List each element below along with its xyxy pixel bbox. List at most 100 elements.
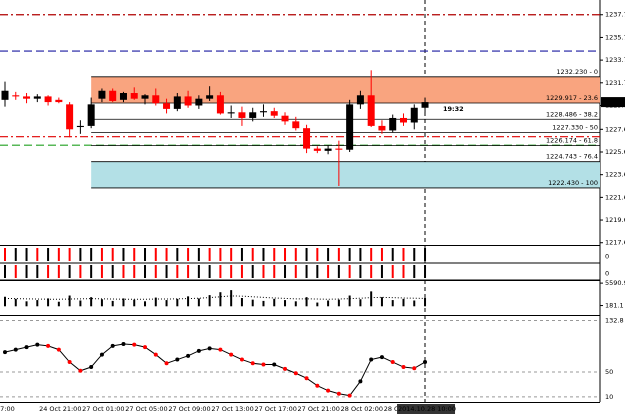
signal-bar — [348, 265, 351, 278]
signal-bar — [57, 265, 60, 278]
signal-bar — [197, 248, 200, 261]
signal-bar — [230, 265, 233, 278]
signal-bar — [68, 265, 71, 278]
x-tick-label: 17:00 — [0, 405, 15, 413]
signal-bar — [305, 248, 308, 261]
histogram-bar — [316, 302, 319, 307]
candle-body — [173, 96, 181, 109]
x-tick-label: 27 Oct 17:00 — [254, 405, 296, 413]
signal-bar — [413, 248, 416, 261]
signal-bar — [327, 248, 330, 261]
signal-bar — [391, 265, 394, 278]
signal-bar — [402, 248, 405, 261]
timer: 19:32 — [443, 105, 464, 113]
candle-body — [216, 95, 224, 114]
indicator-point — [336, 391, 341, 396]
signal-bar — [424, 265, 427, 278]
histogram-bar — [219, 292, 222, 307]
candle-body — [399, 117, 407, 123]
signal-bar — [380, 265, 383, 278]
signal-bar — [424, 248, 427, 261]
signal-bar — [219, 248, 222, 261]
indicator-point — [390, 360, 395, 365]
histogram-bar — [133, 299, 136, 307]
signal-bar — [316, 248, 319, 261]
signal-bar — [240, 248, 243, 261]
candle-body — [87, 104, 95, 126]
histogram-bar — [111, 300, 114, 307]
signal-bar — [79, 248, 82, 261]
x-tick-label: 24 Oct 21:00 — [39, 405, 81, 413]
y-tick-label: 1227.6 — [605, 125, 625, 133]
signal-bar — [100, 248, 103, 261]
candle-body — [1, 90, 9, 100]
histogram-bar — [359, 299, 362, 307]
histogram-bar — [47, 298, 50, 307]
histogram-bar — [294, 301, 297, 307]
indicator-point — [13, 347, 18, 352]
signal-bar — [4, 248, 6, 261]
signal-bar — [230, 248, 233, 261]
x-tick-label: 2014.10.28 10:00 — [398, 405, 456, 413]
signal-bar — [294, 248, 297, 261]
histogram-bar — [176, 298, 179, 307]
y-tick-label: 132.8 — [605, 316, 624, 324]
candle-body — [238, 112, 246, 118]
fibo-zone — [91, 161, 600, 188]
histogram-bar — [100, 299, 103, 307]
indicator-line — [4, 343, 426, 397]
candle-body — [292, 121, 300, 129]
indicator-point — [272, 362, 277, 367]
candle-body — [55, 99, 63, 103]
histogram-bar — [79, 300, 82, 307]
signal-bar — [284, 248, 287, 261]
histogram-bar — [154, 297, 157, 307]
y-tick-label: 1223.6 — [605, 171, 625, 179]
indicator-point — [379, 355, 384, 360]
signal-bar — [176, 248, 179, 261]
x-tick-label: 27 Oct 09:00 — [168, 405, 210, 413]
row-label: 0 — [605, 253, 609, 261]
indicator-point — [153, 352, 158, 357]
signal-bar — [133, 265, 136, 278]
indicator-point — [99, 352, 104, 357]
signal-bar — [90, 248, 93, 261]
histogram-bar — [262, 300, 265, 307]
signal-bar — [413, 265, 416, 278]
indicator-point — [423, 360, 428, 365]
candle-body — [356, 95, 364, 105]
signal-bar — [14, 265, 17, 278]
y-tick-label: 181.1 — [605, 302, 624, 310]
y-tick-label: 50 — [605, 368, 613, 376]
fibo-label: 1227.330 - 50 — [552, 123, 598, 131]
signal-bar — [68, 248, 71, 261]
fibo-zone — [91, 76, 600, 104]
histogram-bar — [165, 300, 168, 307]
fibo-label: 1226.174 - 61.8 — [546, 136, 598, 144]
y-tick-label: 1217.6 — [605, 239, 625, 247]
fibo-label: 1229.917 - 23.6 — [546, 94, 598, 102]
indicator-point — [121, 342, 126, 346]
candle-body — [141, 95, 149, 99]
y-tick-label: 1225.6 — [605, 148, 625, 156]
signal-bar — [187, 248, 190, 261]
signal-bar — [391, 248, 394, 261]
candle-body — [346, 104, 354, 150]
fibo-label: 1224.743 - 76.4 — [546, 153, 598, 161]
time-highlight — [397, 404, 456, 414]
indicator-point — [293, 371, 298, 376]
signal-bar — [47, 265, 50, 278]
signal-bar — [176, 265, 179, 278]
candle-body — [66, 104, 74, 130]
fibo-label: 1222.430 - 100 — [548, 179, 598, 187]
candle-body — [184, 96, 192, 106]
histogram-bar — [424, 298, 427, 307]
signal-bar — [154, 248, 157, 261]
x-tick-label: 27 Oct 05:00 — [125, 405, 167, 413]
signal-bar — [144, 265, 147, 278]
y-tick-label: 1231.7 — [605, 79, 625, 87]
indicator-point — [229, 352, 234, 357]
indicator-point — [207, 346, 212, 351]
indicator-point — [250, 361, 255, 366]
